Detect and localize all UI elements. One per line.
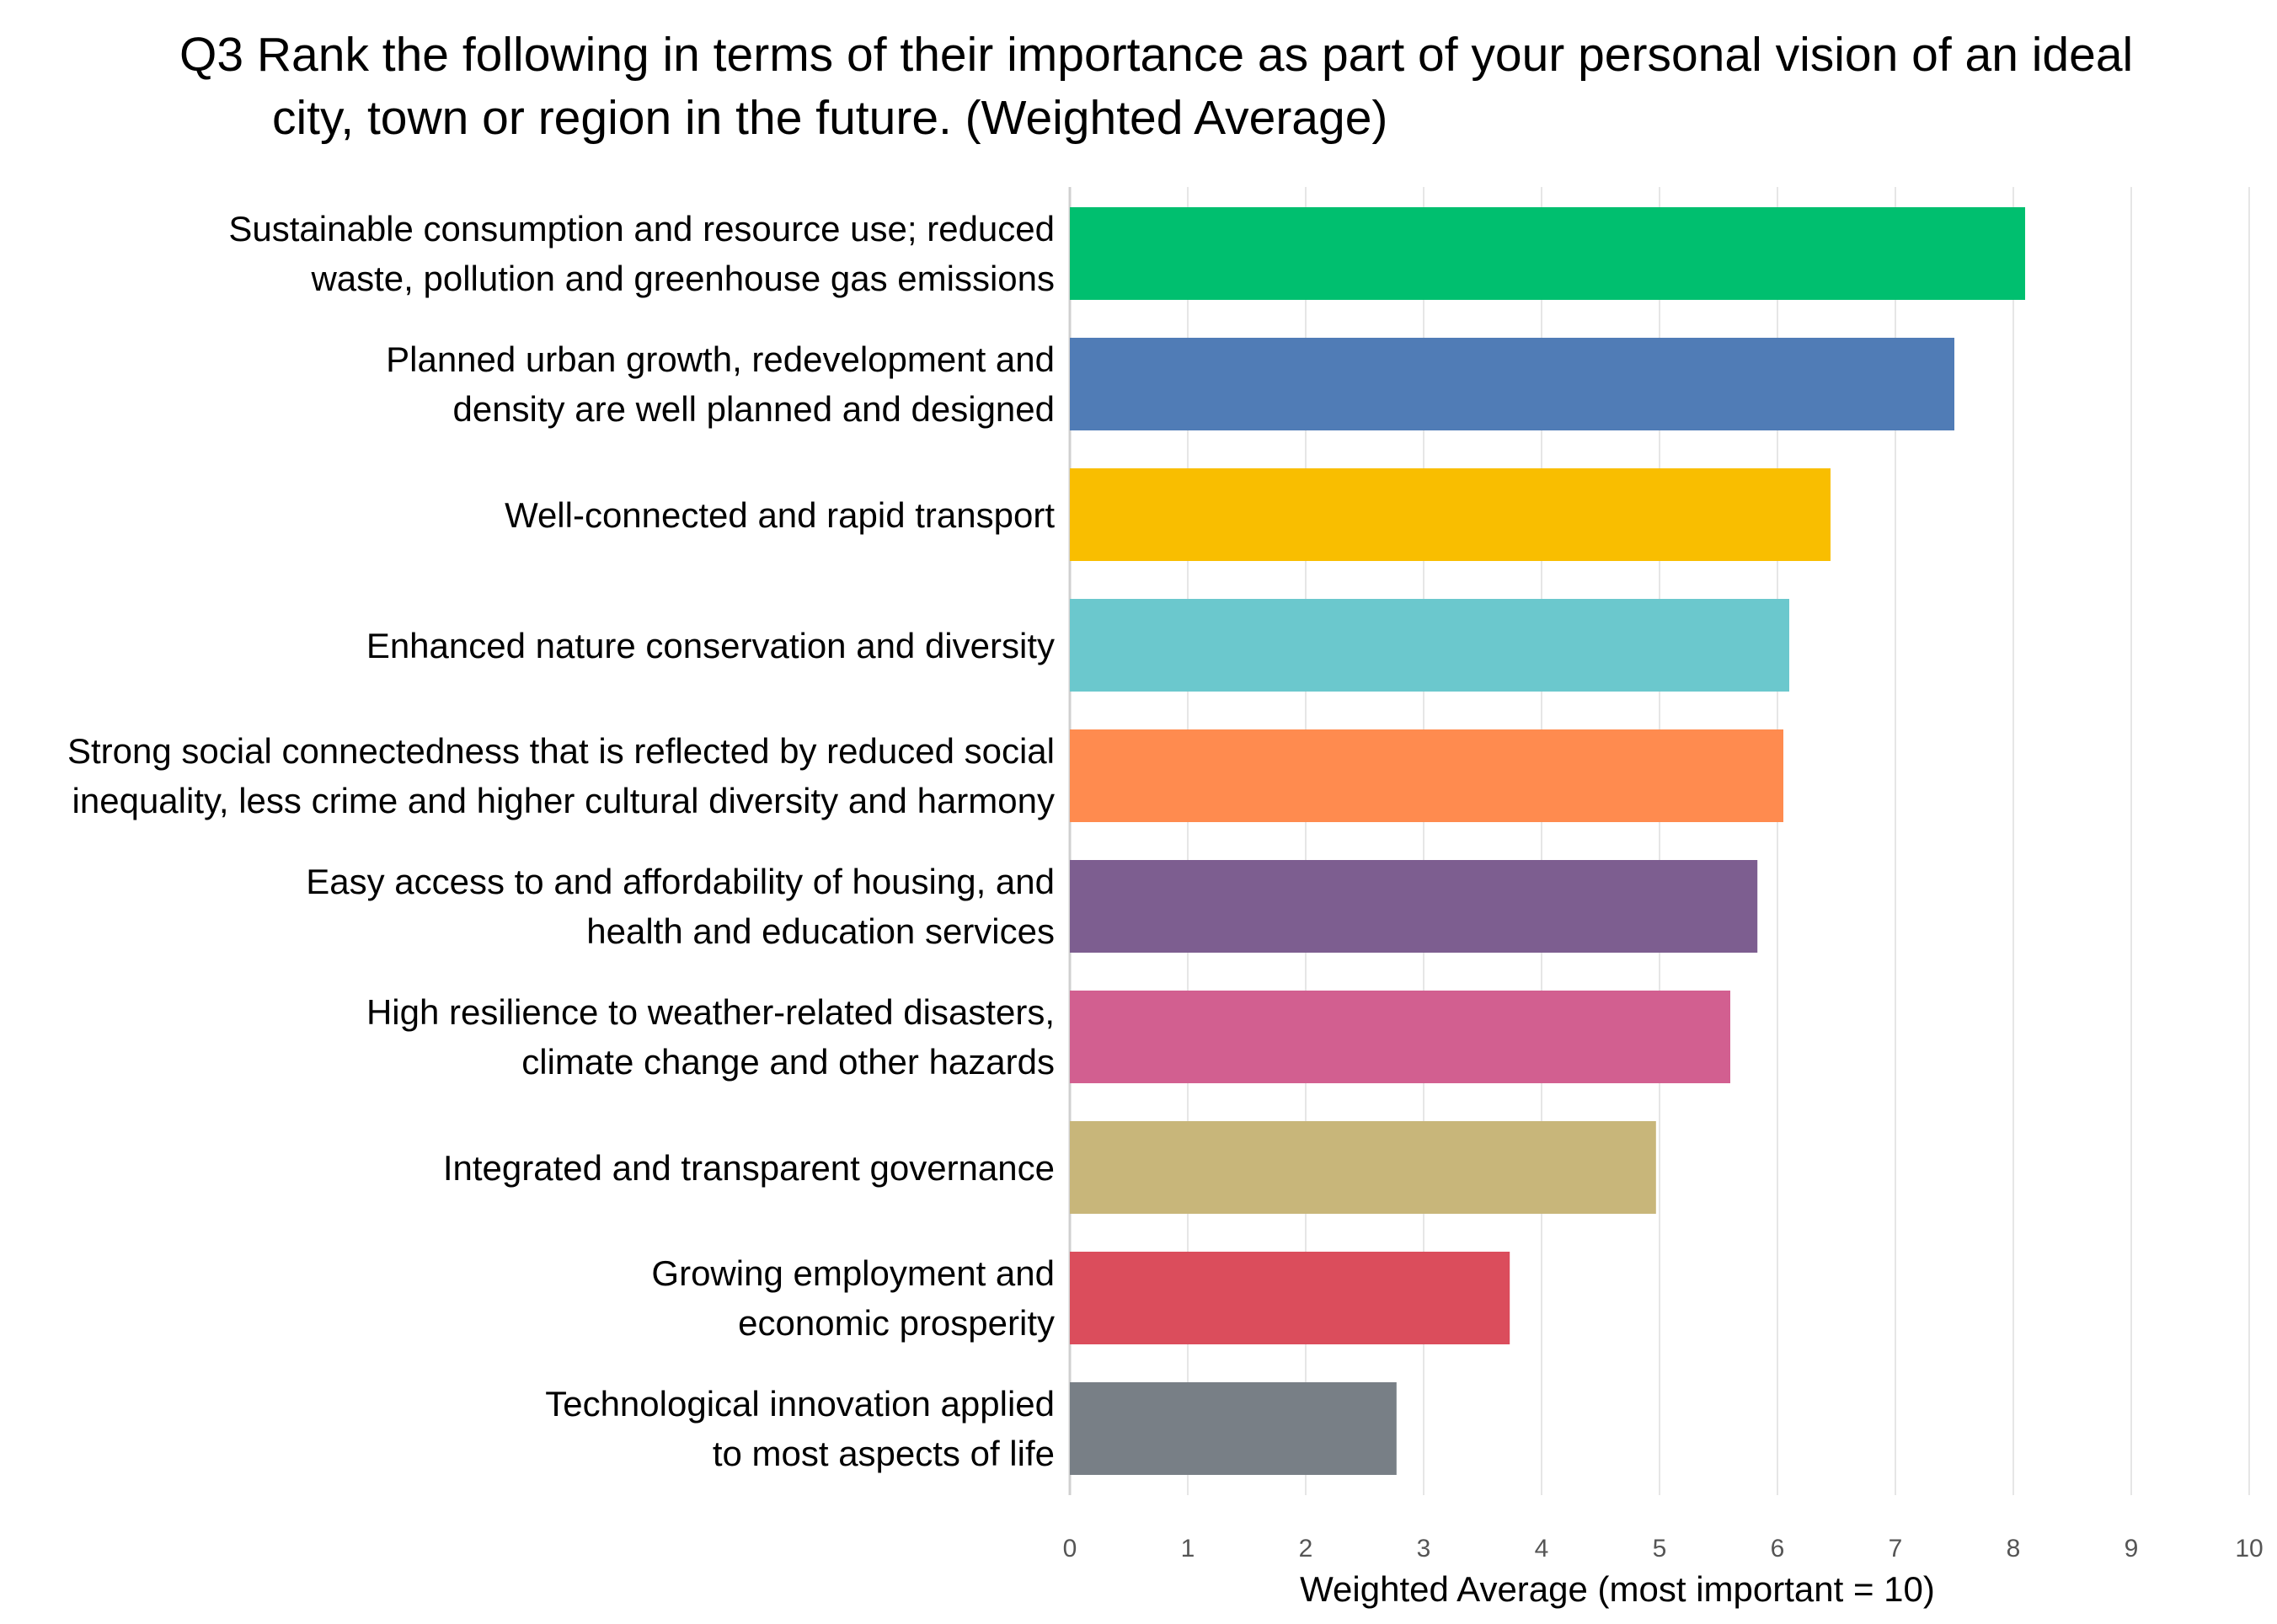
x-tick-label-3: 3 — [1417, 1535, 1431, 1563]
chart-title-line-2: city, town or region in the future. (Wei… — [272, 91, 1388, 145]
category-label-5: Strong social connectedness that is refl… — [10, 726, 1055, 825]
bar-10 — [1070, 1382, 1397, 1475]
category-label-line: inequality, less crime and higher cultur… — [72, 781, 1055, 820]
x-tick-label-1: 1 — [1181, 1535, 1195, 1563]
category-label-line: economic prosperity — [738, 1303, 1055, 1343]
category-label-line: Integrated and transparent governance — [442, 1147, 1055, 1188]
bar-1 — [1070, 207, 2025, 300]
category-label-line: to most aspects of life — [712, 1434, 1055, 1473]
bar-6 — [1070, 860, 1758, 953]
category-label-line: Planned urban growth, redevelopment and — [386, 339, 1055, 379]
category-label-line: Easy access to and affordability of hous… — [306, 862, 1055, 901]
x-tick-label-7: 7 — [1889, 1535, 1903, 1563]
category-label-line: Sustainable consumption and resource use… — [228, 209, 1055, 248]
category-label-4: Enhanced nature conservation and diversi… — [10, 621, 1055, 670]
bar-8 — [1070, 1121, 1656, 1214]
bar-9 — [1070, 1252, 1510, 1344]
category-label-line: Growing employment and — [651, 1253, 1055, 1293]
category-label-line: Enhanced nature conservation and diversi… — [366, 625, 1055, 665]
x-tick-label-0: 0 — [1063, 1535, 1077, 1563]
category-label-line: waste, pollution and greenhouse gas emis… — [311, 259, 1055, 298]
bar-7 — [1070, 991, 1730, 1083]
category-label-7: High resilience to weather-related disas… — [10, 987, 1055, 1087]
x-tick-label-5: 5 — [1653, 1535, 1667, 1563]
category-label-line: Strong social connectedness that is refl… — [67, 731, 1055, 771]
category-label-line: High resilience to weather-related disas… — [366, 992, 1055, 1032]
category-label-line: Technological innovation applied — [545, 1384, 1055, 1424]
category-label-8: Integrated and transparent governance — [10, 1143, 1055, 1193]
x-tick-label-9: 9 — [2125, 1535, 2139, 1563]
category-label-line: Well-connected and rapid transport — [505, 494, 1055, 535]
x-tick-label-10: 10 — [2235, 1535, 2263, 1563]
bar-5 — [1070, 729, 1783, 822]
category-label-2: Planned urban growth, redevelopment and d… — [10, 334, 1055, 434]
x-axis-title: Weighted Average (most important = 10) — [1300, 1569, 1935, 1609]
x-tick-label-6: 6 — [1771, 1535, 1785, 1563]
category-label-9: Growing employment and economic prosperit… — [10, 1248, 1055, 1348]
x-tick-label-8: 8 — [2007, 1535, 2021, 1563]
x-tick-label-4: 4 — [1535, 1535, 1549, 1563]
category-label-line: climate change and other hazards — [521, 1042, 1055, 1082]
category-label-line: density are well planned and designed — [452, 389, 1055, 429]
category-label-10: Technological innovation applied to most … — [10, 1379, 1055, 1478]
category-label-3: Well-connected and rapid transport — [10, 490, 1055, 540]
bar-4 — [1070, 599, 1789, 692]
bar-3 — [1070, 468, 1831, 561]
category-label-1: Sustainable consumption and resource use… — [10, 204, 1055, 303]
category-label-6: Easy access to and affordability of hous… — [10, 857, 1055, 956]
x-tick-label-2: 2 — [1299, 1535, 1313, 1563]
chart-title-line-1: Q3 Rank the following in terms of their … — [179, 28, 2134, 82]
category-label-line: health and education services — [586, 911, 1055, 951]
bar-2 — [1070, 338, 1954, 430]
